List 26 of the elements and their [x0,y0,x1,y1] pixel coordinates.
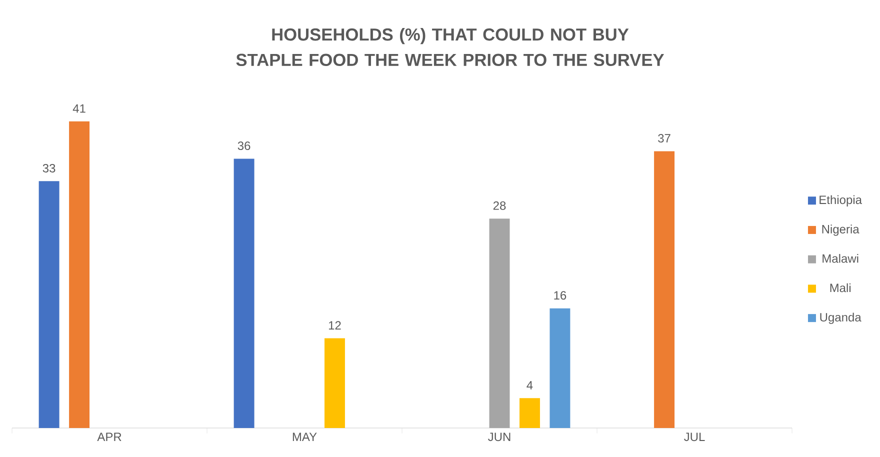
legend-label: Ethiopia [820,195,862,206]
data-label: 41 [72,104,86,113]
x-tick-label: MAY [292,432,317,441]
bar [69,121,90,428]
chart-title: HOUSEHOLDS (%) THAT COULD NOT BUY STAPLE FOOD THE WEEK PRIOR TO THE SURVEY [236,28,664,66]
bar [654,151,675,428]
data-label: 33 [42,164,56,172]
data-label: 36 [238,142,250,150]
data-label: 4 [526,381,533,390]
bar [489,218,510,428]
legend-label: Mali [830,283,851,292]
bar [234,158,254,428]
data-label: 16 [554,291,566,300]
bar [324,338,345,428]
x-tick-label: JUN [488,432,510,442]
bar [550,308,570,428]
data-label: 12 [328,321,341,330]
legend-label: Uganda [820,312,862,324]
data-label: 28 [493,201,506,210]
bar [519,398,540,428]
bar [38,181,60,428]
legend-label: Malawi [822,254,858,263]
data-label: 37 [658,134,670,143]
legend-label: Nigeria [822,224,860,236]
x-tick-label: APR [97,432,122,441]
x-tick-label: JUL [684,432,705,442]
